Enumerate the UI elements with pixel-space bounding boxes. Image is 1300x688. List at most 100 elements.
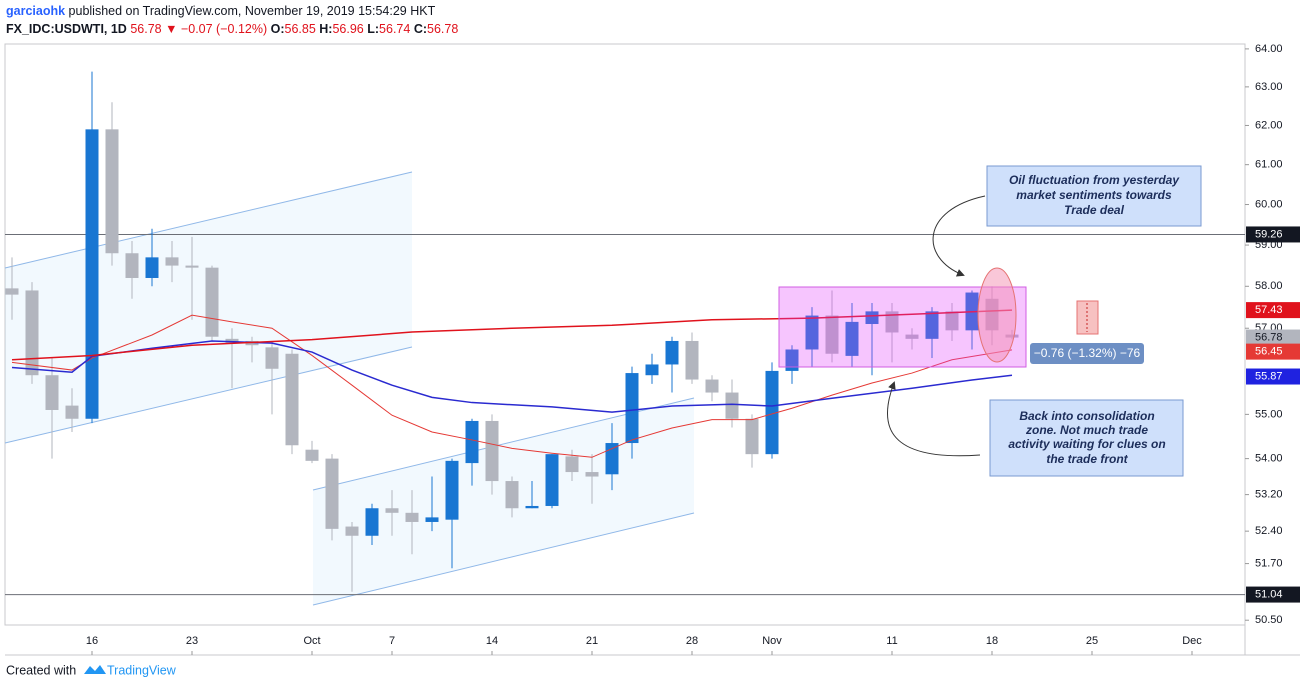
candle-body (185, 265, 199, 268)
price-label-box (1246, 329, 1300, 346)
candle-body (85, 129, 99, 419)
price-label-box (1246, 586, 1300, 603)
y-tick-label: 51.70 (1255, 557, 1283, 569)
price-label: 51.04 (1255, 588, 1283, 600)
published: published on TradingView.com, November 1… (68, 4, 436, 18)
x-tick-label: Nov (762, 635, 782, 647)
candle-body (265, 347, 279, 369)
candle-body (805, 315, 819, 350)
symbol-line: FX_IDC:USDWTI, 1D 56.78 ▼ −0.07 (−0.12%)… (6, 22, 458, 36)
annotation-text: the trade front (1046, 452, 1128, 466)
ohlc-key: H: (319, 22, 333, 36)
candle-body (345, 526, 359, 536)
price-label: 55.87 (1255, 370, 1283, 382)
change: −0.07 (−0.12%) (180, 22, 268, 36)
candle-body (305, 449, 319, 461)
author[interactable]: garciaohk (6, 4, 66, 18)
measure-box (1030, 343, 1144, 364)
y-tick-label: 53.20 (1255, 489, 1283, 501)
price-label: 57.43 (1255, 304, 1283, 316)
price-label: 59.26 (1255, 228, 1283, 240)
channel-line (4, 171, 413, 269)
candle-body (285, 353, 299, 446)
candle-body (825, 315, 839, 354)
annotation-box (989, 399, 1184, 477)
candle-body (405, 512, 419, 522)
footer-brand[interactable]: TradingView (107, 663, 177, 677)
annotation-box (986, 165, 1202, 227)
annotation-text: activity waiting for clues on (1008, 437, 1165, 451)
candle-body (905, 334, 919, 339)
highlight-ellipse (977, 267, 1017, 363)
candle-body (605, 443, 619, 475)
projection-box (1076, 300, 1099, 335)
candle-body (485, 420, 499, 482)
y-tick-label: 54.00 (1255, 453, 1283, 465)
symbol: FX_IDC:USDWTI, 1D (6, 22, 127, 36)
x-tick-label: 23 (186, 635, 198, 647)
candle-body (65, 405, 79, 419)
candle-body (125, 253, 139, 278)
y-tick-label: 55.00 (1255, 408, 1283, 420)
candle-body (525, 505, 539, 509)
x-tick-label: 28 (686, 635, 698, 647)
moving-average (11, 314, 1013, 458)
candle-body (385, 508, 399, 513)
y-tick-label: 50.50 (1255, 614, 1283, 626)
candle-body (705, 379, 719, 393)
candle-body (5, 288, 19, 295)
candle-body (585, 472, 599, 477)
ohlc-key: L: (367, 22, 380, 36)
ohlc-value: 56.96 (332, 22, 364, 36)
moving-average (11, 340, 1013, 413)
candle-body (765, 370, 779, 455)
candle-body (785, 349, 799, 371)
price-label-box (1246, 368, 1300, 385)
ohlc-value: 56.78 (427, 22, 459, 36)
candle-body (445, 460, 459, 520)
x-tick-label: Oct (303, 635, 320, 647)
price-label-box (1246, 302, 1300, 319)
footer-created: Created with (6, 663, 76, 677)
candle-body (205, 267, 219, 337)
annotation-text: Back into consolidation (1019, 409, 1154, 423)
candle-body (725, 392, 739, 419)
candle-body (645, 364, 659, 376)
candle-body (845, 321, 859, 356)
candle-body (365, 508, 379, 536)
annotation-text: market sentiments towards (1016, 188, 1172, 202)
x-tick-label: 18 (986, 635, 998, 647)
candle-body (505, 481, 519, 509)
candle-body (425, 517, 439, 522)
measure-label: −0.76 (−1.32%) −76 (1034, 346, 1141, 360)
candle-body (885, 311, 899, 333)
candle-body (945, 311, 959, 331)
channel-line (312, 512, 695, 606)
candle-body (625, 373, 639, 444)
y-tick-label: 62.00 (1255, 119, 1283, 131)
candle-body (665, 340, 679, 365)
candle-body (685, 340, 699, 380)
moving-average (11, 309, 1013, 361)
y-tick-label: 63.00 (1255, 81, 1283, 93)
price-label-box (1246, 226, 1300, 243)
candle-body (45, 375, 59, 410)
y-tick-label: 64.00 (1255, 43, 1283, 55)
y-tick-label: 52.40 (1255, 525, 1283, 537)
plot (5, 71, 1245, 596)
price-label: 56.45 (1255, 346, 1283, 358)
x-tick-label: 7 (389, 635, 395, 647)
brand-logo (84, 665, 106, 674)
candle-body (325, 458, 339, 529)
axes: 64.0063.0062.0061.0060.0059.0058.0057.00… (86, 43, 1300, 655)
price-label: 56.78 (1255, 331, 1283, 343)
annotation-text: zone. Not much trade (1025, 423, 1148, 437)
x-tick-label: Dec (1182, 635, 1202, 647)
candle-body (145, 257, 159, 278)
candle-body (925, 311, 939, 339)
x-tick-label: 14 (486, 635, 498, 647)
candle-body (25, 290, 39, 376)
channel (313, 398, 694, 605)
